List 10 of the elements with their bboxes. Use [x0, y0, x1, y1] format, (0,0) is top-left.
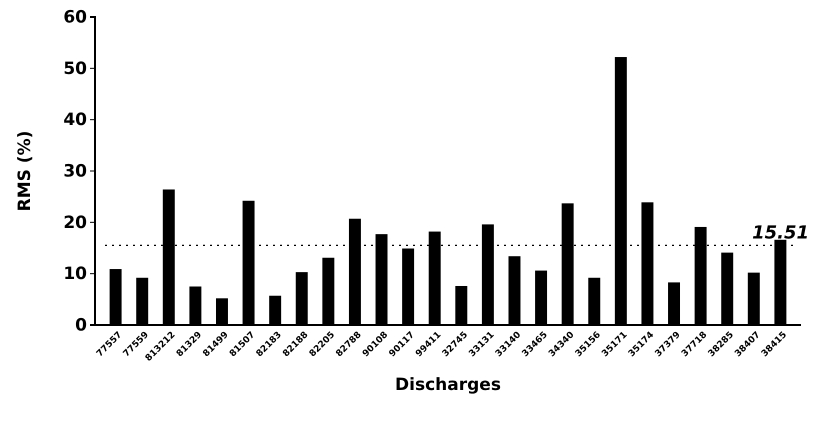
x-axis-title: Discharges	[395, 375, 501, 395]
y-tick-label: 40	[63, 110, 88, 130]
y-tick-label: 0	[75, 315, 88, 336]
y-tick-label: 20	[63, 212, 88, 233]
y-axis-title: RMS (%)	[15, 130, 35, 212]
y-tick-label: 10	[63, 264, 88, 284]
y-tick-label: 60	[63, 7, 88, 28]
y-tick-label: 50	[63, 58, 88, 79]
ref-line-label: 15.51	[752, 222, 809, 244]
y-tick-label: 30	[63, 161, 88, 182]
